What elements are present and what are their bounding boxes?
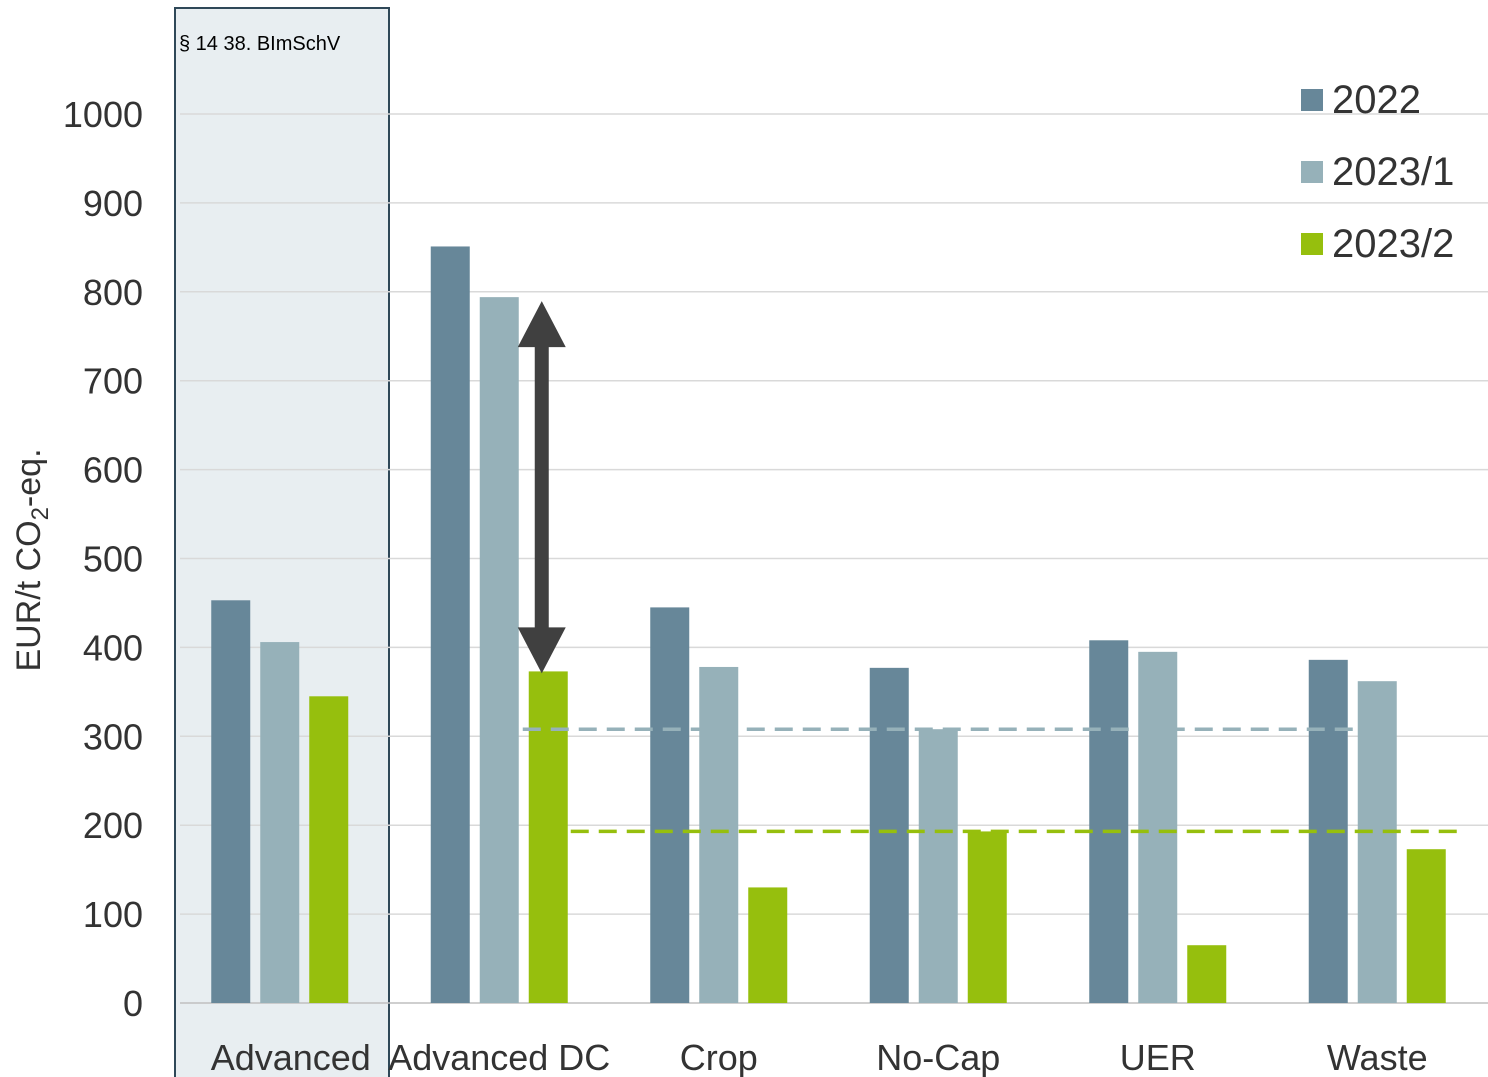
bar <box>1138 651 1178 1003</box>
reference-lines <box>522 727 1460 834</box>
y-axis-label-main: EUR/t CO <box>10 520 48 671</box>
y-tick-label: 1000 <box>63 94 143 135</box>
bar <box>748 887 788 1003</box>
bar <box>650 607 690 1003</box>
y-tick-label: 100 <box>83 894 143 935</box>
legend-swatch <box>1301 89 1323 111</box>
bar <box>1406 849 1446 1003</box>
category-labels: Advanced Advanced DC Crop No-Cap UER Waste <box>211 1037 1428 1077</box>
bars <box>211 246 1446 1003</box>
bar <box>699 666 739 1003</box>
category-label: Advanced <box>211 1037 371 1077</box>
bar <box>309 696 349 1003</box>
legend-label: 2022 <box>1332 78 1421 122</box>
arrow-layer <box>517 301 566 674</box>
legend: 2022 2023/1 2023/2 <box>1301 78 1454 266</box>
bar <box>211 600 251 1003</box>
y-tick-label: 800 <box>83 272 143 313</box>
category-label: Waste <box>1327 1037 1428 1077</box>
legend-label: 2023/2 <box>1332 222 1454 266</box>
category-label: UER <box>1120 1037 1196 1077</box>
double-arrow <box>517 301 566 674</box>
y-tick-label: 400 <box>83 627 143 668</box>
y-axis-label: EUR/t CO2-eq. <box>10 448 54 671</box>
bar <box>528 671 568 1003</box>
bar <box>967 831 1007 1003</box>
y-tick-label: 0 <box>123 983 143 1024</box>
bar <box>260 642 300 1003</box>
bar <box>869 667 909 1003</box>
y-tick-label: 500 <box>83 539 143 580</box>
legend-swatch <box>1301 161 1323 183</box>
y-axis-label-suffix: -eq. <box>10 448 48 507</box>
bar <box>1187 945 1227 1003</box>
bar <box>430 246 470 1003</box>
highlight-box-label: § 14 38. BImSchV <box>179 33 341 55</box>
legend-swatch <box>1301 233 1323 255</box>
y-tick-label: 600 <box>83 450 143 491</box>
bar <box>1357 681 1397 1003</box>
y-tick-label: 200 <box>83 805 143 846</box>
bar <box>1089 640 1129 1003</box>
y-tick-label: 700 <box>83 361 143 402</box>
bar <box>479 297 519 1003</box>
category-label: Crop <box>680 1037 758 1077</box>
legend-label: 2023/1 <box>1332 150 1454 194</box>
gridlines <box>180 113 1488 1004</box>
category-label: Advanced DC <box>388 1037 610 1077</box>
category-label: No-Cap <box>876 1037 1000 1077</box>
y-axis-label-subscript: 2 <box>27 507 54 520</box>
bar <box>918 729 958 1003</box>
y-axis-ticks: 0 100 200 300 400 500 600 700 800 900 1000 <box>63 94 143 1024</box>
y-tick-label: 900 <box>83 183 143 224</box>
y-tick-label: 300 <box>83 716 143 757</box>
